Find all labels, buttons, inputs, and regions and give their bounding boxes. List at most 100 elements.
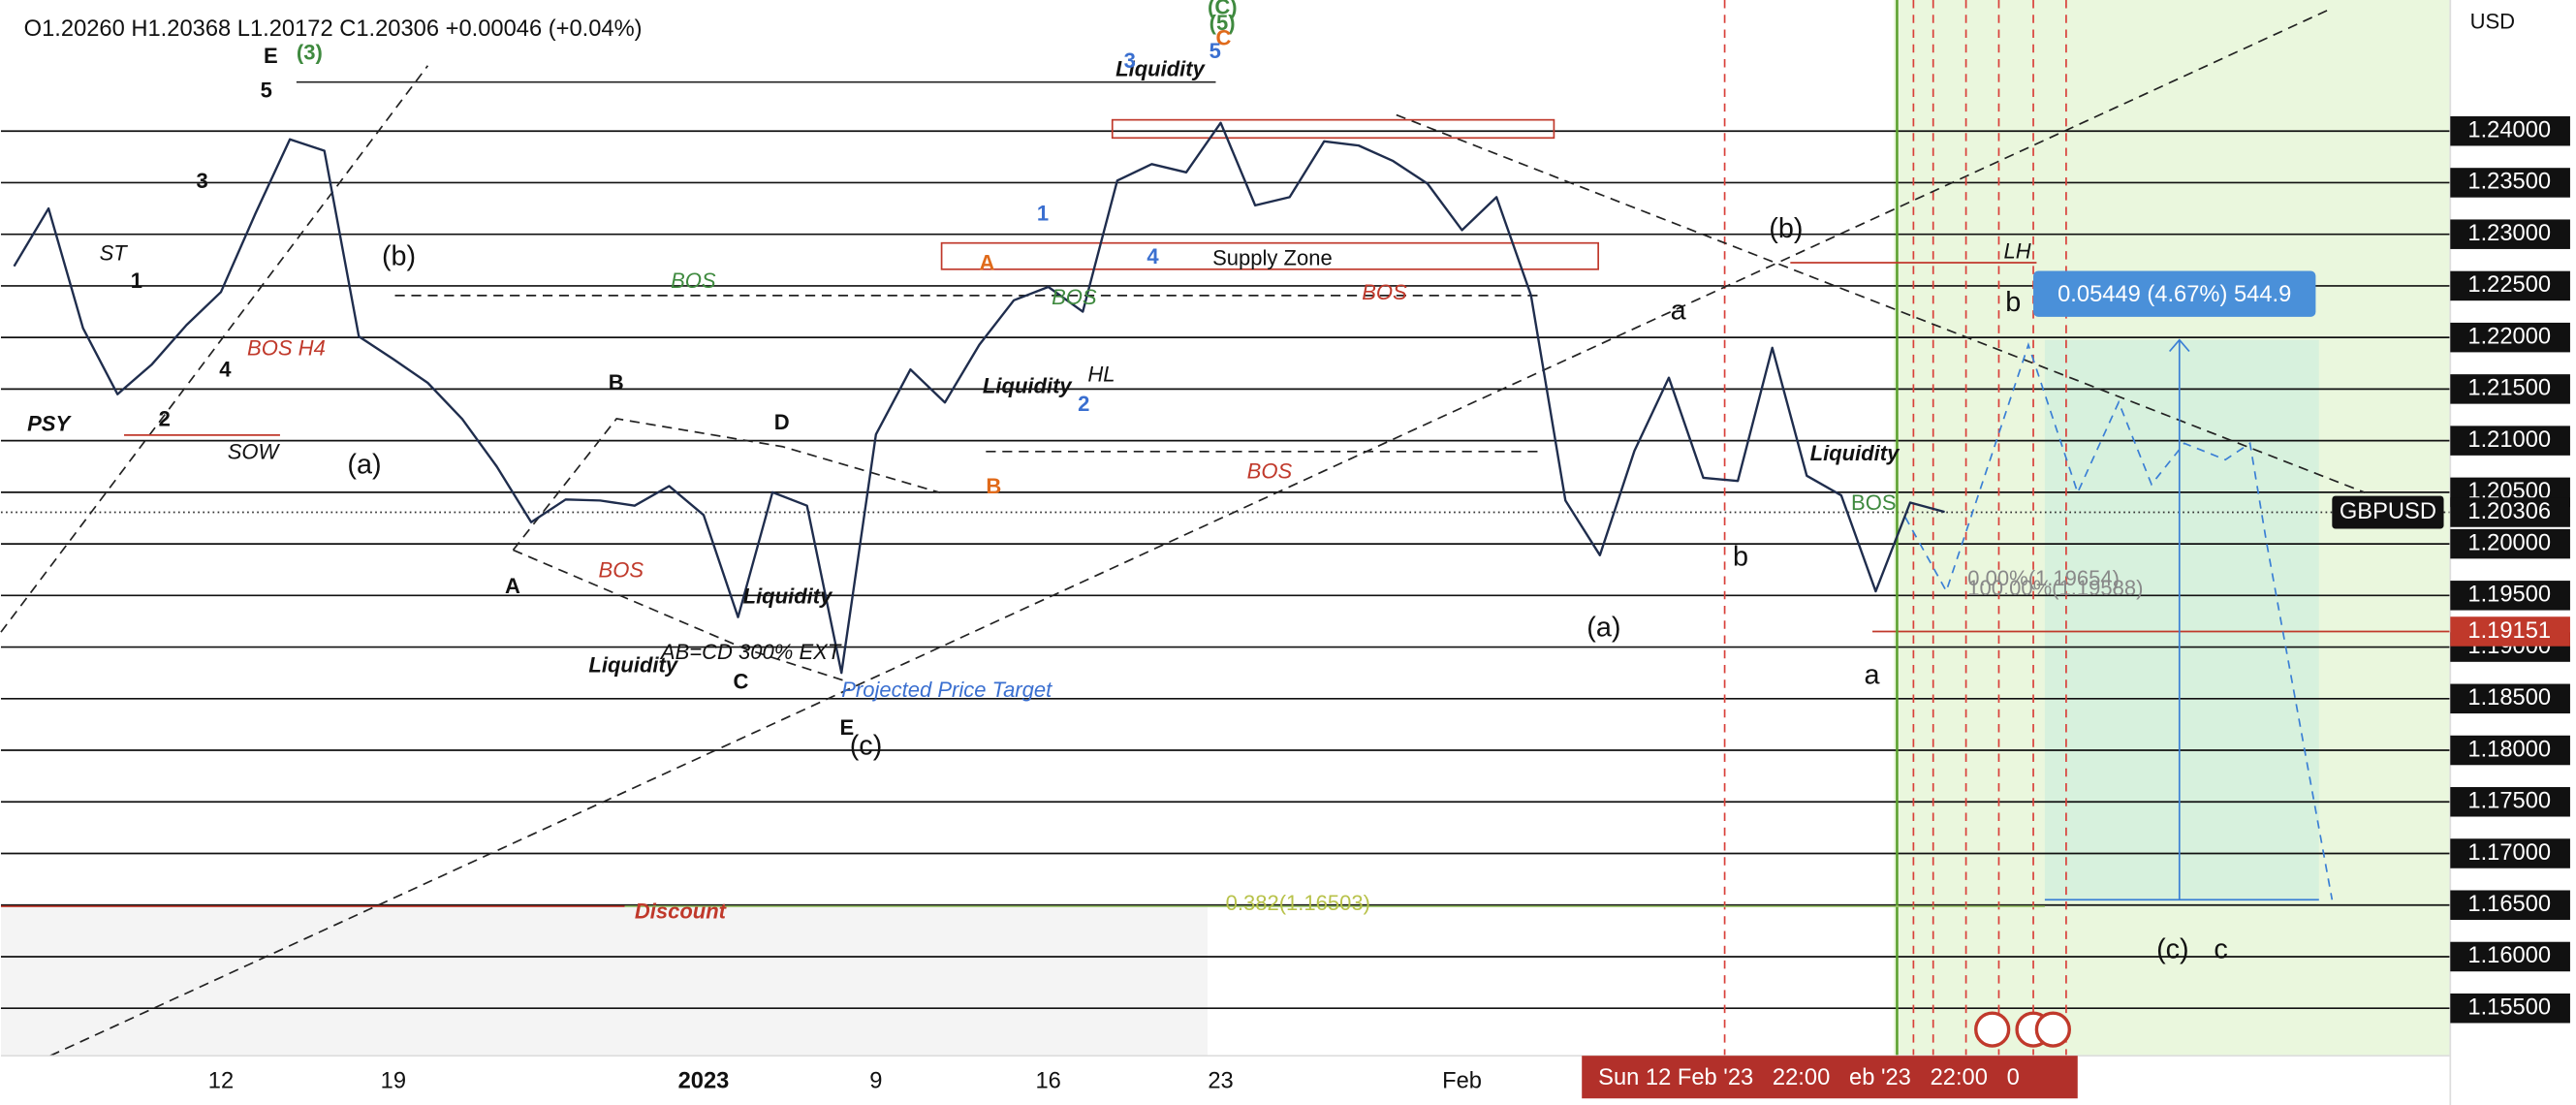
event-flag[interactable] xyxy=(1974,1011,2011,1048)
y-tick-label: 1.15500 xyxy=(2467,994,2551,1020)
tick-box xyxy=(2450,168,2570,198)
y-tick-label: 1.18500 xyxy=(2467,685,2551,710)
position-zone xyxy=(2044,339,2319,900)
y-tick-label: 1.21500 xyxy=(2467,376,2551,401)
label: A xyxy=(505,574,520,598)
measure-box xyxy=(2033,270,2316,317)
y-tick-label: 1.21000 xyxy=(2467,427,2551,453)
label: BOS xyxy=(599,557,644,582)
label: (C) xyxy=(1208,0,1238,18)
label: (3) xyxy=(297,41,323,65)
x-tick-label: Feb xyxy=(1442,1069,1482,1094)
tick-box xyxy=(2450,115,2570,146)
label: Liquidity xyxy=(983,374,1073,398)
label: ST xyxy=(100,240,129,265)
label: 1 xyxy=(131,268,142,293)
label: 2 xyxy=(159,406,171,430)
label: LH xyxy=(2004,239,2031,264)
trend-line xyxy=(0,65,429,633)
alert-box xyxy=(2450,616,2570,647)
price-line xyxy=(13,121,1945,675)
label: 100.00%(1.19588) xyxy=(1967,576,2143,600)
label: AB=CD 300% EXT xyxy=(659,640,842,664)
label: B xyxy=(609,370,624,395)
label: 1 xyxy=(1037,202,1049,226)
label: HL xyxy=(1087,363,1115,387)
supply-zone xyxy=(940,241,1599,270)
label: (b) xyxy=(382,241,416,272)
label: c xyxy=(2214,933,2227,964)
x-tick-label: 19 xyxy=(381,1069,406,1094)
label: Projected Price Target xyxy=(841,678,1052,702)
y-tick-label: 1.16000 xyxy=(2467,943,2551,968)
trend-lines xyxy=(0,7,2366,1057)
y-tick-label: 1.23000 xyxy=(2467,221,2551,246)
annotations: E (3) 5 3 ST 1 (b) 4 2 BOS H4 PSY SOW (a… xyxy=(27,0,2228,964)
label: BOS xyxy=(1362,280,1407,304)
x-tick-label: 12 xyxy=(208,1069,234,1094)
label: 4 xyxy=(219,358,232,382)
tick-box xyxy=(2450,581,2570,611)
tick-box xyxy=(2450,787,2570,817)
label: (a) xyxy=(347,450,381,481)
y-tick-label: 1.18000 xyxy=(2467,737,2551,762)
y-tick-label: 1.17000 xyxy=(2467,840,2551,866)
time-lines xyxy=(1723,0,2067,1057)
label: SOW xyxy=(228,439,281,463)
tick-box xyxy=(2450,426,2570,456)
label: Discount xyxy=(635,900,728,924)
y-tick-label: 1.23500 xyxy=(2467,170,2551,195)
label: D xyxy=(774,410,790,434)
label: b xyxy=(1733,542,1748,573)
symbol-box xyxy=(2332,495,2444,529)
symbol-label: GBPUSD xyxy=(2340,499,2436,524)
tick-box xyxy=(2450,890,2570,920)
label: Liquidity xyxy=(1810,441,1901,465)
y-tick-label: 1.19500 xyxy=(2467,583,2551,608)
event-flag[interactable] xyxy=(2034,1011,2071,1048)
flags xyxy=(1974,1011,2071,1048)
label: Liquidity xyxy=(743,584,833,608)
label: (a) xyxy=(1586,612,1620,643)
trend-line xyxy=(1396,113,2366,493)
label: 0.00%(1.19654) xyxy=(1967,566,2120,590)
tick-box xyxy=(2450,528,2570,559)
y-tick-label: 1.24000 xyxy=(2467,117,2551,142)
tick-box xyxy=(2450,322,2570,353)
label: Liquidity xyxy=(1115,57,1206,81)
tick-box xyxy=(2450,374,2570,404)
label: (c) xyxy=(850,730,883,761)
alert-price-label: 1.19151 xyxy=(2467,618,2551,644)
tick-box xyxy=(2450,735,2570,766)
tick-box xyxy=(2450,941,2570,972)
label: (b) xyxy=(1769,213,1803,244)
arrow-head xyxy=(2168,338,2190,353)
supply-zone xyxy=(1111,118,1555,140)
label: a xyxy=(1671,295,1686,326)
label: 5 xyxy=(1209,39,1221,63)
crosshair-time: Sun 12 Feb '23 22:00 eb '23 22:00 0 xyxy=(1598,1065,2020,1090)
label: BOS xyxy=(671,268,716,293)
x-tick-label: 9 xyxy=(869,1069,882,1094)
series xyxy=(13,121,1945,675)
label: C xyxy=(1215,25,1231,49)
x-tick-label: 2023 xyxy=(678,1069,730,1094)
label: 5 xyxy=(261,79,272,103)
measure-label: 0.05449 (4.67%) 544.9 xyxy=(2058,282,2291,307)
label: 3 xyxy=(1124,48,1136,73)
axis: 1.15500 1.16000 1.16500 1.17000 1.17500 1.180… xyxy=(208,115,2570,1094)
y-tick-label: 1.17500 xyxy=(2467,789,2551,814)
y-tick-label: 1.16500 xyxy=(2467,892,2551,917)
trend-line xyxy=(49,7,2333,1057)
label: PSY xyxy=(27,412,72,436)
currency: USD xyxy=(2470,10,2515,34)
discount-zone xyxy=(0,906,1208,1057)
x-tick-label: 16 xyxy=(1036,1069,1061,1094)
label: Supply Zone xyxy=(1212,245,1333,269)
label: (c) xyxy=(2156,933,2189,964)
label: 2 xyxy=(1078,392,1089,416)
label: BOS xyxy=(1851,490,1897,515)
tick-box xyxy=(2450,219,2570,249)
tick-box xyxy=(2450,993,2570,1024)
